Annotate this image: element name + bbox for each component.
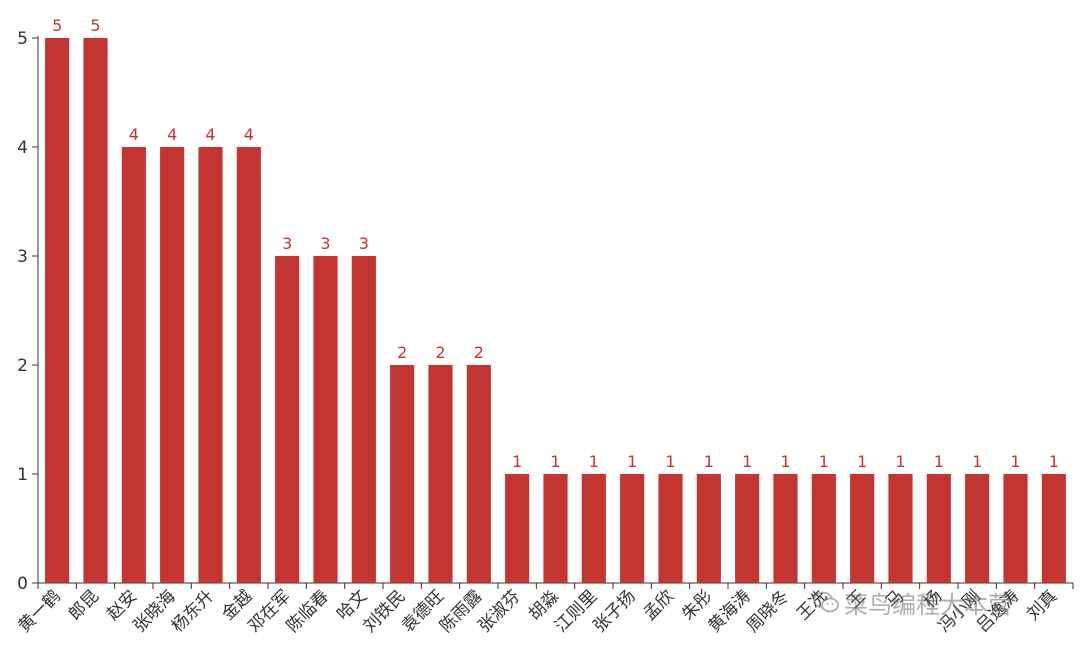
data-label: 4 <box>244 125 254 144</box>
y-tick-label: 3 <box>17 247 28 267</box>
x-tick-label: 张晓海 <box>129 586 179 636</box>
y-tick-label: 5 <box>17 29 28 49</box>
watermark-text: 菜鸟编程大本营 <box>844 590 1012 619</box>
data-label: 1 <box>1049 452 1059 471</box>
bar <box>198 147 223 583</box>
bars <box>45 38 1066 583</box>
data-label: 1 <box>819 452 829 471</box>
bar <box>160 147 185 583</box>
bar <box>428 365 453 583</box>
data-label: 1 <box>895 452 905 471</box>
data-label: 2 <box>435 343 445 362</box>
bar <box>850 474 875 583</box>
bar <box>735 474 760 583</box>
data-label: 1 <box>550 452 560 471</box>
x-tick-label: 黄海涛 <box>704 586 754 636</box>
data-label: 1 <box>742 452 752 471</box>
bar <box>888 474 913 583</box>
data-label: 4 <box>205 125 215 144</box>
bar <box>1003 474 1028 583</box>
data-label: 1 <box>704 452 714 471</box>
data-label: 3 <box>359 234 369 253</box>
x-tick-label: 陈雨露 <box>436 586 486 636</box>
y-tick-label: 2 <box>17 356 28 376</box>
data-label: 2 <box>474 343 484 362</box>
wechat-icon <box>813 591 839 613</box>
data-labels: 5 5 4 4 4 4 3 3 3 2 2 2 1 1 1 1 1 1 1 1 1 1 1 1 1 1 1 <box>52 16 1059 471</box>
x-tick-label: 刘铁民 <box>359 586 409 636</box>
bar <box>620 474 645 583</box>
bar <box>83 38 108 583</box>
data-label: 3 <box>282 234 292 253</box>
data-label: 1 <box>665 452 675 471</box>
data-label: 1 <box>972 452 982 471</box>
bar <box>466 365 491 583</box>
bar <box>543 474 568 583</box>
bar <box>581 474 606 583</box>
data-label: 4 <box>129 125 139 144</box>
bar <box>275 256 300 583</box>
data-label: 2 <box>397 343 407 362</box>
data-label: 5 <box>90 16 100 35</box>
data-label: 1 <box>780 452 790 471</box>
x-tick-label: 孟欣 <box>640 586 678 624</box>
x-tick-label: 袁德旺 <box>398 586 448 636</box>
bar <box>45 38 70 583</box>
x-tick-label: 张淑芬 <box>474 586 524 636</box>
bar <box>1041 474 1066 583</box>
watermark: 菜鸟编程大本营 <box>812 578 1012 626</box>
data-label: 1 <box>512 452 522 471</box>
x-tick-label: 邓在军 <box>244 586 294 636</box>
data-label: 1 <box>857 452 867 471</box>
data-label: 4 <box>167 125 177 144</box>
data-label: 1 <box>589 452 599 471</box>
bar <box>313 256 338 583</box>
y-tick-label: 4 <box>17 138 28 158</box>
x-tick-label: 周晓冬 <box>743 586 793 636</box>
data-label: 1 <box>627 452 637 471</box>
bar <box>965 474 990 583</box>
bar <box>121 147 146 583</box>
y-tick-label: 0 <box>17 574 28 594</box>
data-label: 5 <box>52 16 62 35</box>
bar <box>658 474 683 583</box>
bar <box>390 365 415 583</box>
bar <box>811 474 836 583</box>
x-tick-label: 刘真 <box>1023 586 1061 624</box>
x-tick-label: 张子扬 <box>589 586 639 636</box>
data-label: 1 <box>1010 452 1020 471</box>
x-tick-label: 郎昆 <box>65 586 103 624</box>
x-tick-label: 杨东升 <box>168 586 218 636</box>
bar <box>351 256 376 583</box>
bar <box>926 474 951 583</box>
bar <box>773 474 798 583</box>
x-tick-label: 陈临春 <box>283 586 333 636</box>
y-tick-label: 1 <box>17 465 28 485</box>
data-label: 3 <box>320 234 330 253</box>
bar <box>236 147 261 583</box>
data-label: 1 <box>934 452 944 471</box>
x-tick-label: 江则里 <box>551 586 601 636</box>
bar <box>505 474 530 583</box>
bar <box>696 474 721 583</box>
